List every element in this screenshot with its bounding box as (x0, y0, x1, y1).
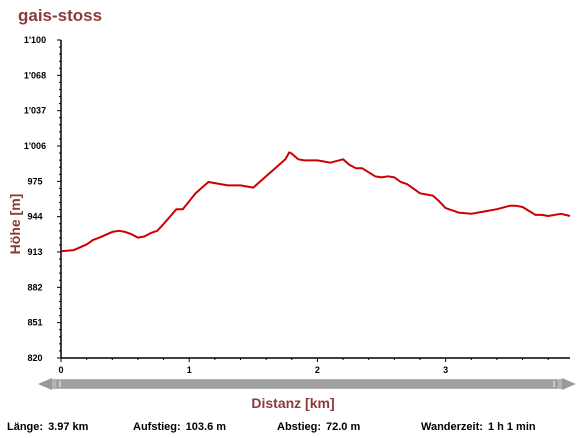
y-tick-label: 851 (27, 318, 42, 328)
stat-ascent: Aufstieg: 103.6 m (133, 421, 226, 433)
x-tick-label: 3 (443, 365, 448, 375)
y-tick-label: 820 (27, 353, 42, 363)
y-tick-label: 1'100 (24, 35, 46, 45)
stat-walking-time-value: 1 h 1 min (487, 421, 536, 433)
scroll-left-arrow-icon[interactable] (38, 378, 52, 390)
scroll-right-arrow-icon[interactable] (562, 378, 576, 390)
y-tick-label: 944 (27, 212, 42, 222)
stat-length: Länge: 3.97 km (7, 421, 88, 433)
stat-ascent-label: Aufstieg: (133, 421, 181, 433)
x-tick-label: 2 (315, 365, 320, 375)
y-tick-label: 1'037 (24, 106, 46, 116)
y-tick-label: 882 (27, 282, 42, 292)
stat-length-label: Länge: (7, 421, 44, 433)
elevation-series-line (60, 151, 571, 253)
stat-length-value: 3.97 km (48, 421, 89, 433)
stat-descent-label: Abstieg: (277, 421, 321, 433)
stat-descent: Abstieg: 72.0 m (277, 421, 360, 433)
stats-bar: Länge: 3.97 km Aufstieg: 103.6 m Abstieg: 7… (0, 421, 586, 437)
y-tick-label: 975 (27, 176, 42, 186)
x-tick-label: 0 (58, 365, 63, 375)
y-tick-label: 1'006 (24, 141, 46, 151)
chart-title: gais-stoss (18, 6, 103, 25)
stat-descent-value: 72.0 m (326, 421, 361, 433)
stat-walking-time-label: Wanderzeit: (421, 421, 483, 433)
y-tick-label: 1'068 (24, 70, 46, 80)
x-tick-label: 1 (187, 365, 192, 375)
x-axis-label: Distanz [km] (251, 395, 335, 411)
scroll-thumb[interactable] (56, 380, 558, 388)
stat-ascent-value: 103.6 m (185, 421, 227, 433)
chart-scrollbar[interactable] (38, 377, 576, 390)
stat-walking-time: Wanderzeit: 1 h 1 min (421, 421, 536, 433)
y-tick-label: 913 (27, 247, 42, 257)
